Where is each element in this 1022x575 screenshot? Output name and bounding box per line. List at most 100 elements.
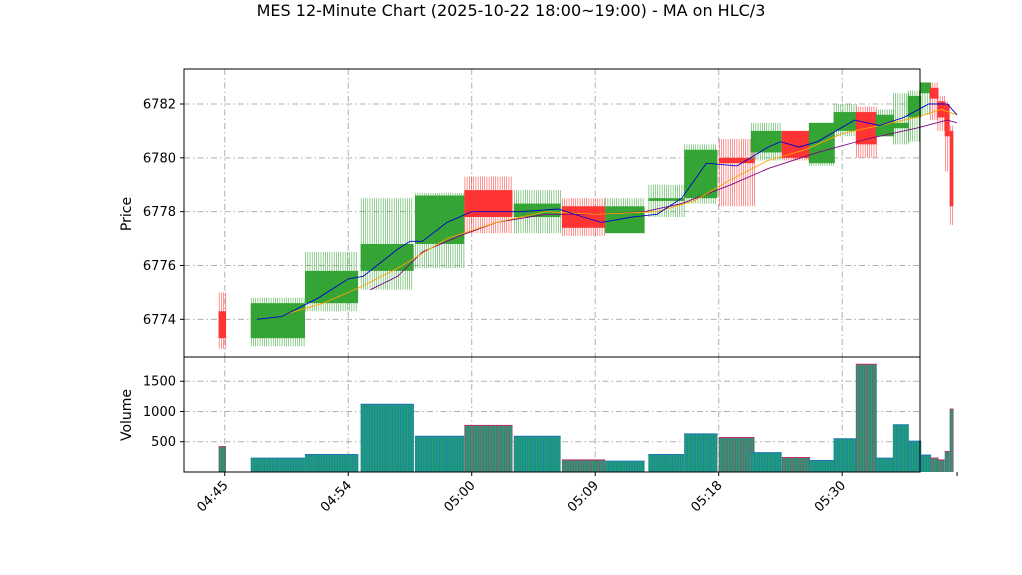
candle-22: [937, 95, 945, 131]
volume-y-ticks: 500 1000 1500: [143, 375, 184, 450]
price-y-tick-label-1: 6776: [143, 259, 176, 274]
volume-bar-18: [892, 424, 909, 472]
candle-10: [684, 144, 718, 204]
candle-11: [718, 138, 755, 207]
volume-bar-19: [907, 440, 922, 472]
volume-bar-14: [808, 460, 835, 472]
candle-20: [920, 82, 932, 115]
volume-bar-20: [920, 454, 932, 472]
volume-axes-frame: [183, 356, 921, 473]
volume-bar-fill-21: [929, 458, 939, 472]
price-y-tick-label-0: 6774: [143, 313, 176, 328]
x-tick-label-4: 05:18: [688, 478, 725, 515]
candle-5: [464, 176, 513, 234]
volume-bar-fill-14: [808, 460, 835, 472]
volume-bar-23: [944, 450, 950, 472]
x-tick-label-0: 04:45: [194, 478, 231, 515]
candle-16: [855, 106, 877, 158]
ma-slow-line: [370, 119, 958, 291]
volume-bar-16: [855, 363, 877, 472]
volume-bar-7: [561, 459, 606, 472]
volume-bar-fill-18: [892, 424, 909, 472]
volume-bar-fill-16: [855, 364, 877, 472]
candle-9: [648, 184, 685, 218]
price-y-tick-label-2: 6778: [143, 205, 176, 220]
volume-bar-8: [605, 460, 645, 472]
volume-bar-10: [684, 433, 718, 472]
candle-body-21: [929, 87, 939, 99]
volume-bar-fill-24: [949, 409, 954, 472]
candle-14: [808, 122, 835, 166]
candle-body-5: [464, 190, 513, 218]
candle-13: [781, 130, 811, 161]
volume-bar-5: [464, 424, 513, 472]
volume-bar-4: [414, 435, 465, 472]
volume-bar-6: [513, 435, 561, 472]
candle-body-15: [833, 112, 858, 131]
volume-bar-15: [833, 438, 858, 472]
x-tick-label-3: 05:09: [565, 478, 602, 515]
candle-21: [929, 82, 939, 121]
volume-bar-1: [250, 457, 306, 472]
candle-0: [218, 292, 227, 349]
candle-8: [605, 198, 645, 234]
volume-bar-3: [360, 403, 414, 472]
x-tick-label-1: 04:54: [318, 478, 355, 515]
price-panel: 6774 6776 6778 6780 6782 Price: [119, 68, 958, 358]
candle-24: [949, 125, 954, 226]
candle-body-8: [605, 206, 645, 234]
volume-bar-17: [875, 457, 895, 472]
volume-bar-2: [305, 453, 359, 472]
volume-bar-9: [648, 453, 685, 472]
price-y-tick-label-3: 6780: [143, 151, 176, 166]
candle-body-12: [750, 130, 782, 153]
volume-bar-12: [750, 452, 782, 472]
price-axis-label: Price: [119, 197, 135, 231]
candle-body-10: [684, 149, 718, 199]
candle-body-9: [648, 198, 685, 201]
volume-y-tick-label-0: 500: [151, 435, 176, 450]
volume-bar-22: [937, 459, 945, 472]
volume-axis-label: Volume: [119, 389, 135, 441]
ma-fast-line: [256, 103, 958, 320]
volume-bar-fill-9: [648, 454, 685, 472]
price-y-tick-label-4: 6782: [143, 97, 176, 112]
candle-body-19: [907, 95, 922, 118]
volume-bar-fill-20: [920, 455, 932, 472]
volume-bar-13: [781, 456, 811, 472]
volume-bar-0: [218, 446, 226, 472]
volume-y-tick-label-2: 1500: [143, 375, 176, 390]
candle-body-18: [892, 122, 909, 129]
candle-body-20: [920, 82, 932, 94]
volume-bar-fill-17: [875, 458, 895, 472]
candle-body-0: [218, 311, 226, 339]
volume-bar-fill-6: [513, 436, 561, 472]
volume-bar-fill-23: [944, 451, 950, 472]
candle-body-13: [781, 130, 811, 158]
ma-mid-line: [286, 108, 958, 315]
candle-17: [875, 109, 895, 137]
candle-19: [907, 90, 922, 142]
candle-body-11: [718, 157, 755, 164]
volume-y-tick-label-1: 1000: [143, 405, 176, 420]
candle-body-2: [305, 270, 359, 304]
candle-2: [305, 252, 359, 312]
x-tick-label-2: 05:00: [441, 478, 478, 515]
volume-bar-fill-12: [750, 452, 782, 472]
volume-bars: [218, 363, 954, 472]
candle-body-24: [949, 130, 954, 207]
volume-bar-11: [718, 437, 755, 472]
x-tick-label-5: 05:30: [812, 478, 849, 515]
chart-title: MES 12-Minute Chart (2025-10-22 18:00~19…: [257, 1, 766, 20]
volume-bar-fill-11: [718, 437, 755, 472]
x-axis-ticks: 04:45 04:54 05:00 05:09 05:18 05:30: [194, 472, 958, 515]
candle-18: [892, 93, 910, 145]
volume-bar-21: [929, 457, 939, 472]
price-bars: [218, 82, 954, 349]
volume-bar-24: [949, 408, 954, 472]
candle-4: [414, 192, 465, 269]
volume-bar-fill-8: [605, 461, 645, 472]
